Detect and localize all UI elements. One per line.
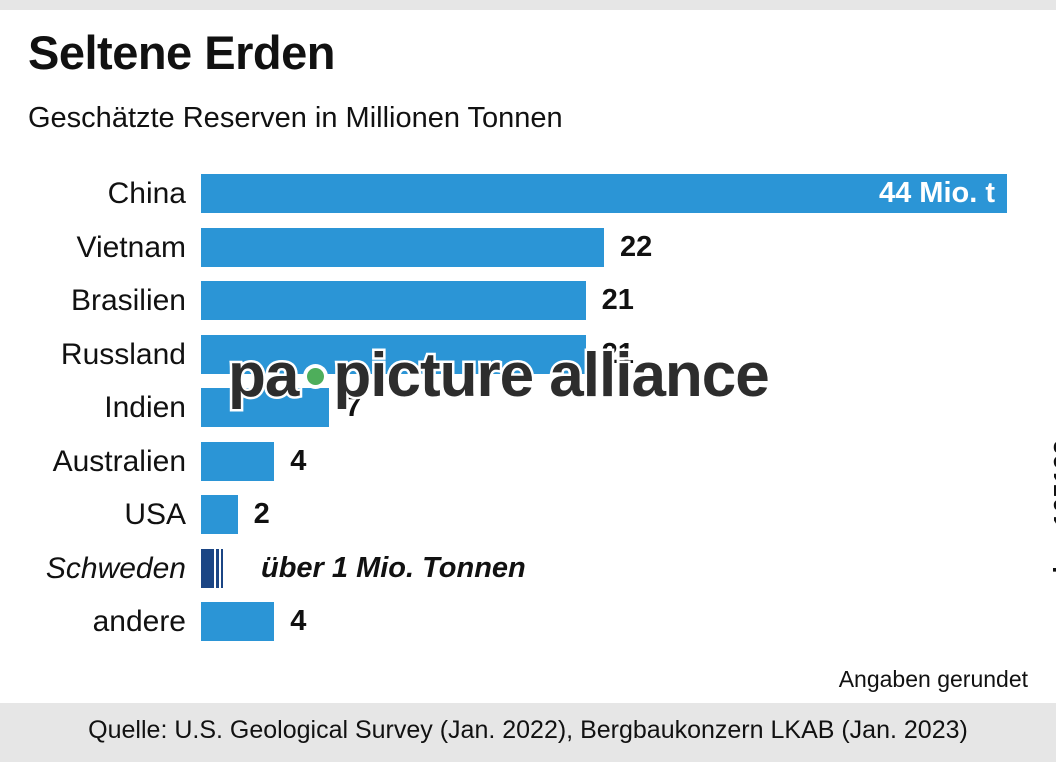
table-row: Indien 7 (0, 384, 1056, 431)
bar-value-label: 44 Mio. t (878, 177, 995, 209)
bar-value-label: 2 (253, 498, 270, 530)
bottom-band (0, 703, 1056, 762)
table-row: China 44 Mio. t (0, 170, 1056, 217)
table-row: Russland 21 (0, 331, 1056, 378)
table-row: andere 4 (0, 598, 1056, 645)
bar-chart: China 44 Mio. t Vietnam 22 Brasilien 21 Russla… (0, 170, 1056, 650)
bar-segment (201, 281, 586, 320)
bar-category-label: Vietnam (76, 230, 186, 264)
bar-value-label: 21 (601, 337, 634, 370)
top-band (0, 0, 1056, 10)
bar-value-label: über 1 Mio. Tonnen (261, 551, 526, 584)
table-row: Australien 4 (0, 438, 1056, 485)
bar-category-label: Brasilien (70, 284, 186, 317)
bar-value-label: 4 (290, 444, 307, 477)
bar-category-label: Schweden (45, 551, 186, 585)
table-row: USA 2 (0, 491, 1056, 538)
bar-value-label: 22 (620, 230, 653, 263)
bar-segment (201, 441, 275, 481)
bar-segment (201, 174, 1007, 213)
dpa-credit: dpa•105192 (1048, 440, 1056, 583)
table-row: Schweden über 1 Mio. Tonnen (0, 545, 1056, 592)
bar-stripe-overlay (201, 548, 223, 588)
source-line: Quelle: U.S. Geological Survey (Jan. 202… (88, 716, 968, 744)
bar-category-label: Russland (60, 337, 186, 371)
table-row: Vietnam 22 (0, 224, 1056, 271)
bar-category-label: andere (92, 605, 186, 638)
bar-segment (201, 495, 238, 534)
bar-value-label: 21 (601, 284, 634, 316)
page-subtitle: Geschätzte Reserven in Millionen Tonnen (28, 102, 563, 134)
page-title: Seltene Erden (28, 26, 335, 79)
bar-segment (201, 602, 275, 641)
bar-segment (201, 227, 604, 267)
rounding-note: Angaben gerundet (838, 666, 1028, 692)
bar-segment (201, 388, 330, 427)
bar-value-label: 7 (345, 391, 362, 423)
bar-segment (201, 334, 586, 374)
bar-category-label: USA (124, 498, 186, 531)
bar-category-label: China (107, 177, 186, 210)
bar-value-label: 4 (290, 605, 307, 637)
table-row: Brasilien 21 (0, 277, 1056, 324)
bar-category-label: Indien (104, 391, 186, 424)
bar-category-label: Australien (52, 444, 186, 478)
